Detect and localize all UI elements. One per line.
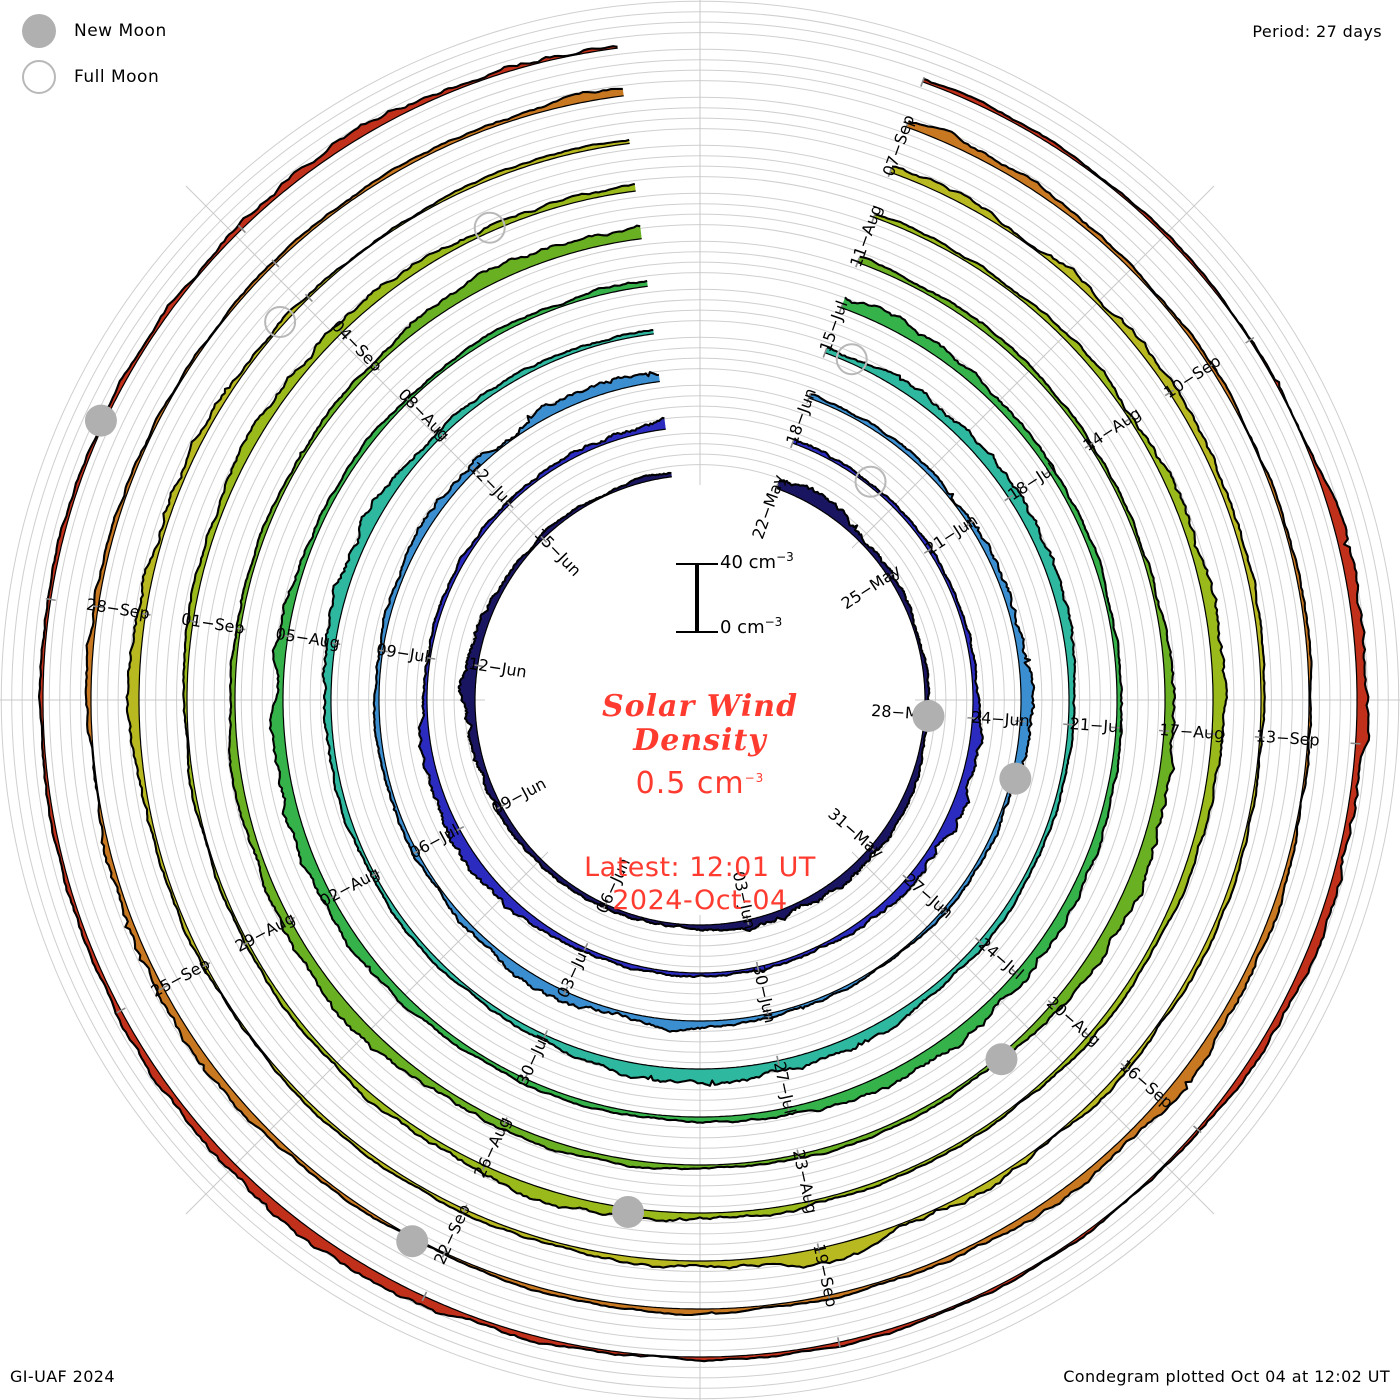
legend-label-new-moon: New Moon — [74, 21, 167, 41]
density-ring-baseline-9 — [42, 47, 1358, 1358]
ring-date-label: 16−Sep — [1116, 1056, 1177, 1112]
density-ring-baseline-2 — [378, 380, 1022, 1022]
ring-date-label: 18−Jun — [782, 386, 820, 448]
density-ring-trace-7 — [125, 138, 1266, 1270]
new-moon-marker-icon — [612, 1195, 645, 1228]
legend-item-full-moon: Full Moon — [22, 54, 167, 100]
ring-date-label: 03−Jul — [553, 945, 593, 1001]
ring-date-label: 17−Aug — [1159, 720, 1225, 743]
ring-date-label: 07−Sep — [879, 112, 919, 179]
full-moon-marker-icon — [473, 211, 506, 244]
ring-date-label: 08−Aug — [394, 385, 453, 445]
density-ring-trace-8 — [84, 87, 1313, 1317]
ring-date-label: 21−Jul — [1069, 714, 1123, 736]
new-moon-icon — [22, 14, 56, 48]
moon-phase-legend: New Moon Full Moon — [22, 8, 167, 100]
new-moon-marker-icon — [84, 404, 117, 437]
ring-date-label: 27−Jun — [900, 870, 957, 923]
density-ring-trace-4 — [268, 279, 1124, 1124]
footer-credit: GI-UAF 2024 — [10, 1367, 115, 1386]
full-moon-icon — [22, 60, 56, 94]
density-ring-trace-0 — [457, 471, 931, 932]
new-moon-marker-icon — [912, 699, 945, 732]
ring-date-label: 06−Jun — [592, 855, 634, 916]
ring-date-label: 13−Sep — [1255, 726, 1320, 749]
ring-date-label: 03−Jun — [729, 869, 760, 930]
ring-date-label: 20−Aug — [1043, 993, 1105, 1050]
ring-date-label: 24−Jun — [970, 708, 1030, 731]
new-moon-marker-icon — [985, 1043, 1018, 1076]
full-moon-marker-icon — [835, 343, 868, 376]
ring-date-label: 22−May — [748, 472, 789, 541]
new-moon-marker-icon — [999, 762, 1032, 795]
footer-plot-time: Condegram plotted Oct 04 at 12:02 UT — [1063, 1367, 1390, 1386]
density-ring-group — [37, 45, 1371, 1363]
ring-date-label: 14−Aug — [1080, 403, 1145, 454]
ring-date-label: 06−Jul — [406, 820, 462, 862]
ring-date-label: 04−Sep — [328, 316, 386, 375]
full-moon-marker-icon — [854, 465, 887, 498]
day-tick-marks — [45, 76, 1361, 1348]
density-ring-trace-2 — [372, 371, 1036, 1033]
ring-date-label: 30−Jun — [749, 963, 780, 1024]
density-ring-baseline-3 — [330, 333, 1070, 1070]
ring-date-label: 09−Jun — [488, 774, 549, 819]
density-ring-baseline-5 — [234, 238, 1166, 1166]
density-ring-baseline-7 — [138, 142, 1262, 1262]
density-ring-baseline-8 — [90, 95, 1310, 1310]
density-ring-trace-1 — [417, 416, 984, 979]
moon-marker-group — [84, 211, 1032, 1258]
legend-label-full-moon: Full Moon — [74, 67, 160, 87]
legend-item-new-moon: New Moon — [22, 8, 167, 54]
density-ring-baseline-4 — [282, 285, 1118, 1118]
ring-date-label: 30−Jul — [513, 1032, 553, 1088]
density-ring-baseline-0 — [474, 476, 926, 926]
density-ring-trace-9 — [37, 45, 1371, 1363]
density-ring-trace-3 — [321, 328, 1077, 1087]
new-moon-marker-icon — [396, 1225, 429, 1258]
ring-date-label: 12−Jul — [466, 458, 517, 509]
density-ring-trace-5 — [227, 224, 1176, 1171]
density-ring-baseline-1 — [426, 428, 974, 974]
ring-date-label: 31−May — [824, 804, 887, 862]
full-moon-marker-icon — [264, 305, 297, 338]
ring-date-label: 15−Jun — [531, 525, 586, 580]
rotation-period-label: Period: 27 days — [1252, 22, 1382, 41]
